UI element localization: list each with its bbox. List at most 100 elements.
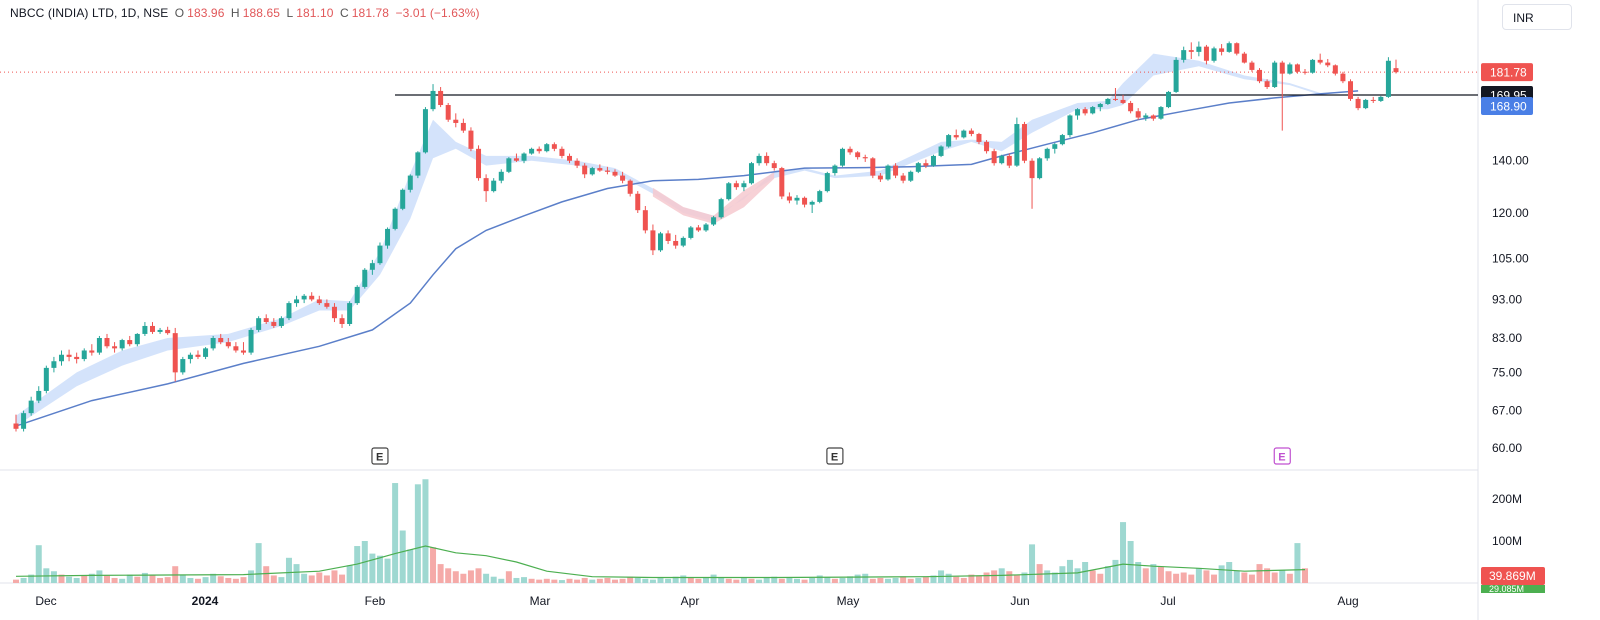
time-tick-label: Dec: [35, 594, 56, 608]
volume-bar: [81, 575, 88, 583]
candle-body: [650, 230, 656, 251]
candle-body: [112, 346, 118, 349]
candle-body: [536, 148, 542, 152]
volume-bar: [596, 578, 603, 583]
candle-body: [157, 329, 163, 332]
volume-bar: [756, 579, 763, 583]
candle-body: [1310, 59, 1316, 73]
high-value: 188.65: [242, 6, 281, 20]
candle-body: [604, 170, 610, 172]
volume-bar: [1044, 570, 1051, 583]
volume-bar: [149, 575, 156, 583]
volume-bar: [346, 565, 353, 583]
currency-selector[interactable]: INR: [1502, 4, 1572, 30]
candle-body: [1158, 107, 1164, 119]
candle-body: [142, 325, 148, 334]
volume-bar: [35, 545, 42, 583]
symbol-title[interactable]: NBCC (INDIA) LTD, 1D, NSE: [10, 6, 169, 20]
volume-bar: [733, 579, 740, 583]
volume-bar: [771, 576, 778, 583]
volume-badge: 39.869M: [1489, 569, 1536, 583]
earnings-marker: [371, 447, 389, 465]
volume-bar: [157, 577, 164, 583]
candle-body: [1021, 124, 1027, 161]
candle-body: [1037, 158, 1043, 179]
time-tick-label: May: [837, 594, 860, 608]
volume-bar: [725, 578, 732, 583]
candle-body: [855, 152, 861, 158]
candle-body: [407, 175, 413, 190]
volume-bar: [1066, 559, 1073, 583]
candle-body: [172, 333, 178, 373]
volume-bar: [263, 566, 270, 583]
candle-body: [1317, 59, 1323, 63]
candle-body: [491, 180, 497, 192]
candle-body: [1370, 99, 1376, 101]
candle-body: [688, 227, 694, 238]
volume-bar: [1021, 572, 1028, 583]
candle-body: [210, 337, 216, 349]
price-tick-label: 93.00: [1492, 292, 1522, 306]
volume-bar: [467, 570, 474, 583]
volume-bar: [316, 572, 323, 583]
candle-body: [400, 189, 406, 209]
volume-bar: [384, 558, 391, 583]
volume-bar: [1264, 568, 1271, 583]
candle-body: [1150, 115, 1156, 119]
volume-bar: [141, 572, 148, 583]
price-tick-label: 75.00: [1492, 365, 1522, 379]
volume-bar: [513, 577, 520, 583]
price-tick-label: 120.00: [1492, 206, 1529, 220]
volume-bar: [1120, 522, 1127, 583]
candle-body: [195, 354, 201, 357]
candle-body: [794, 197, 800, 201]
candle-body: [134, 333, 140, 345]
volume-bar: [634, 577, 641, 583]
candle-body: [748, 163, 754, 184]
candle-body: [316, 299, 322, 304]
candle-body: [1135, 111, 1141, 118]
candle-body: [347, 303, 353, 324]
candle-body: [385, 228, 391, 246]
ma-line: [15, 90, 1359, 427]
candle-body: [1166, 91, 1172, 108]
change-value: −3.01 (−1.63%): [395, 6, 480, 20]
chart-legend-header: NBCC (INDIA) LTD, 1D, NSE O 183.96 H 188.6…: [10, 6, 483, 20]
volume-bar: [1180, 572, 1187, 583]
candle-body: [582, 165, 588, 175]
volume-bar: [126, 574, 133, 583]
candle-body: [513, 158, 519, 161]
candle-body: [51, 361, 57, 368]
candle-body: [354, 286, 360, 304]
volume-bar: [498, 578, 505, 583]
candle-body: [1059, 135, 1065, 145]
volume-bar: [604, 577, 611, 583]
volume-bar: [915, 577, 922, 583]
candle-body: [953, 135, 959, 138]
candle-body: [1203, 46, 1209, 61]
volume-bar: [1302, 568, 1309, 583]
volume-bar: [285, 557, 292, 583]
volume-bar: [975, 575, 982, 583]
volume-bar: [1271, 572, 1278, 583]
candle-body: [415, 152, 421, 176]
earnings-marker-label: E: [1278, 452, 1285, 464]
candle-body: [923, 163, 929, 166]
volume-ma-badge-bg: [1481, 585, 1545, 593]
volume-bar: [270, 575, 277, 583]
candle-body: [36, 390, 42, 401]
candle-body: [1173, 59, 1179, 92]
candle-body: [377, 245, 383, 264]
volume-bar: [1279, 570, 1286, 583]
volume-bar: [134, 576, 141, 583]
candle-body: [278, 318, 284, 326]
candle-body: [13, 423, 19, 429]
volume-bar: [991, 570, 998, 583]
volume-ma-line: [15, 545, 1306, 579]
candle-body: [839, 148, 845, 166]
candle-body: [483, 178, 489, 192]
earnings-marker: [826, 447, 844, 465]
candle-body: [711, 217, 717, 225]
volume-bar: [331, 570, 338, 583]
